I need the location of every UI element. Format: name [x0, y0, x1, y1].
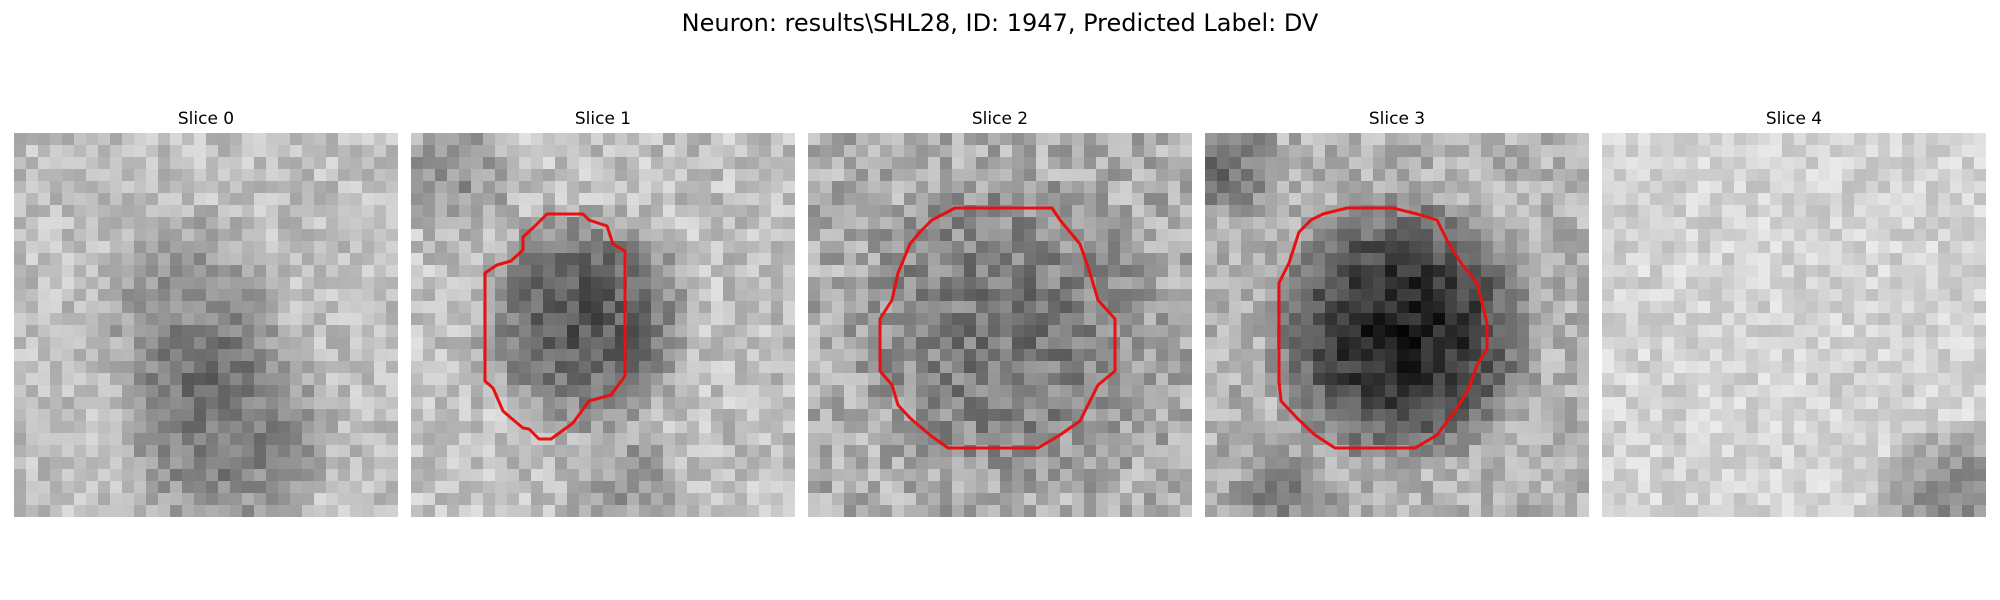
- slice-title-2: Slice 2: [971, 109, 1029, 129]
- slice-image-1: [411, 133, 795, 517]
- slice-pixels-4: [1602, 133, 1986, 517]
- slice-panel-4: Slice 4: [1602, 105, 1986, 517]
- slice-title-4: Slice 4: [1765, 109, 1823, 129]
- slice-panel-1: Slice 1: [411, 105, 795, 517]
- slice-pixels-2: [808, 133, 1192, 517]
- slice-panel-2: Slice 2: [808, 105, 1192, 517]
- slice-title-3: Slice 3: [1368, 109, 1426, 129]
- slice-image-2: [808, 133, 1192, 517]
- slice-title-0: Slice 0: [177, 109, 235, 129]
- slice-pixels-3: [1205, 133, 1589, 517]
- slice-pixels-0: [14, 133, 398, 517]
- figure-title: Neuron: results\SHL28, ID: 1947, Predict…: [681, 9, 1319, 37]
- slice-image-0: [14, 133, 398, 517]
- slice-image-3: [1205, 133, 1589, 517]
- slice-title-1: Slice 1: [574, 109, 632, 129]
- slice-image-4: [1602, 133, 1986, 517]
- slice-pixels-1: [411, 133, 795, 517]
- slice-panel-3: Slice 3: [1205, 105, 1589, 517]
- slice-panel-0: Slice 0: [14, 105, 398, 517]
